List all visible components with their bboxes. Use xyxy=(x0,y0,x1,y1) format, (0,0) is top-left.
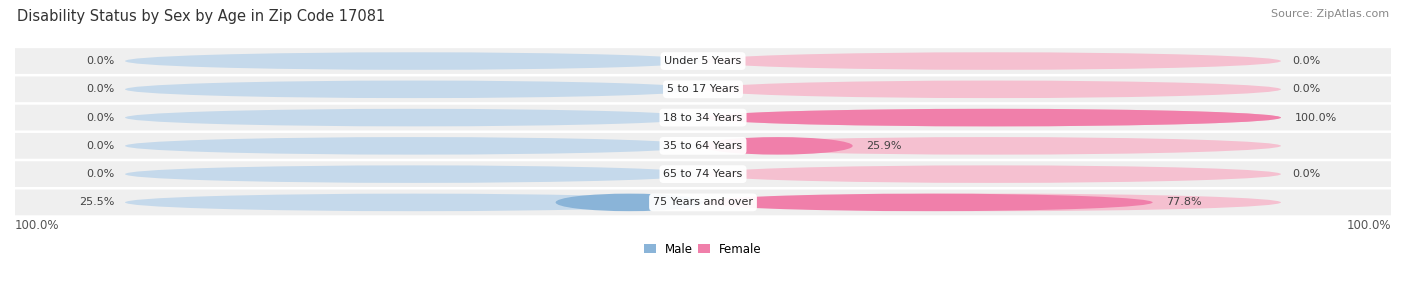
Text: Under 5 Years: Under 5 Years xyxy=(665,56,741,66)
FancyBboxPatch shape xyxy=(0,161,1406,187)
FancyBboxPatch shape xyxy=(0,48,1406,74)
Text: Disability Status by Sex by Age in Zip Code 17081: Disability Status by Sex by Age in Zip C… xyxy=(17,9,385,24)
Text: 18 to 34 Years: 18 to 34 Years xyxy=(664,113,742,123)
Ellipse shape xyxy=(125,52,703,70)
FancyBboxPatch shape xyxy=(0,105,1406,131)
FancyBboxPatch shape xyxy=(0,189,1406,215)
Text: 0.0%: 0.0% xyxy=(86,113,114,123)
Text: 65 to 74 Years: 65 to 74 Years xyxy=(664,169,742,179)
Ellipse shape xyxy=(703,165,1281,183)
Text: 25.9%: 25.9% xyxy=(866,141,901,151)
FancyBboxPatch shape xyxy=(0,133,1406,159)
Text: 100.0%: 100.0% xyxy=(1295,113,1337,123)
Text: 0.0%: 0.0% xyxy=(86,56,114,66)
Ellipse shape xyxy=(703,109,1281,126)
Legend: Male, Female: Male, Female xyxy=(640,238,766,260)
Ellipse shape xyxy=(125,194,703,211)
Text: 77.8%: 77.8% xyxy=(1167,197,1202,207)
Text: 0.0%: 0.0% xyxy=(1292,169,1320,179)
Ellipse shape xyxy=(125,137,703,155)
Ellipse shape xyxy=(703,194,1281,211)
Text: 5 to 17 Years: 5 to 17 Years xyxy=(666,84,740,94)
Text: 0.0%: 0.0% xyxy=(86,84,114,94)
Ellipse shape xyxy=(703,52,1281,70)
Text: 0.0%: 0.0% xyxy=(1292,84,1320,94)
Text: 75 Years and over: 75 Years and over xyxy=(652,197,754,207)
Text: 100.0%: 100.0% xyxy=(15,219,59,232)
Ellipse shape xyxy=(703,194,1153,211)
Ellipse shape xyxy=(703,109,1281,126)
Ellipse shape xyxy=(703,81,1281,98)
Text: 35 to 64 Years: 35 to 64 Years xyxy=(664,141,742,151)
Text: 0.0%: 0.0% xyxy=(86,141,114,151)
Text: Source: ZipAtlas.com: Source: ZipAtlas.com xyxy=(1271,9,1389,19)
Text: 0.0%: 0.0% xyxy=(1292,56,1320,66)
Ellipse shape xyxy=(125,165,703,183)
Text: 25.5%: 25.5% xyxy=(79,197,114,207)
Ellipse shape xyxy=(555,194,703,211)
Ellipse shape xyxy=(703,137,852,155)
Ellipse shape xyxy=(703,137,1281,155)
Ellipse shape xyxy=(125,81,703,98)
Ellipse shape xyxy=(125,109,703,126)
Text: 100.0%: 100.0% xyxy=(1347,219,1391,232)
Text: 0.0%: 0.0% xyxy=(86,169,114,179)
FancyBboxPatch shape xyxy=(0,77,1406,102)
